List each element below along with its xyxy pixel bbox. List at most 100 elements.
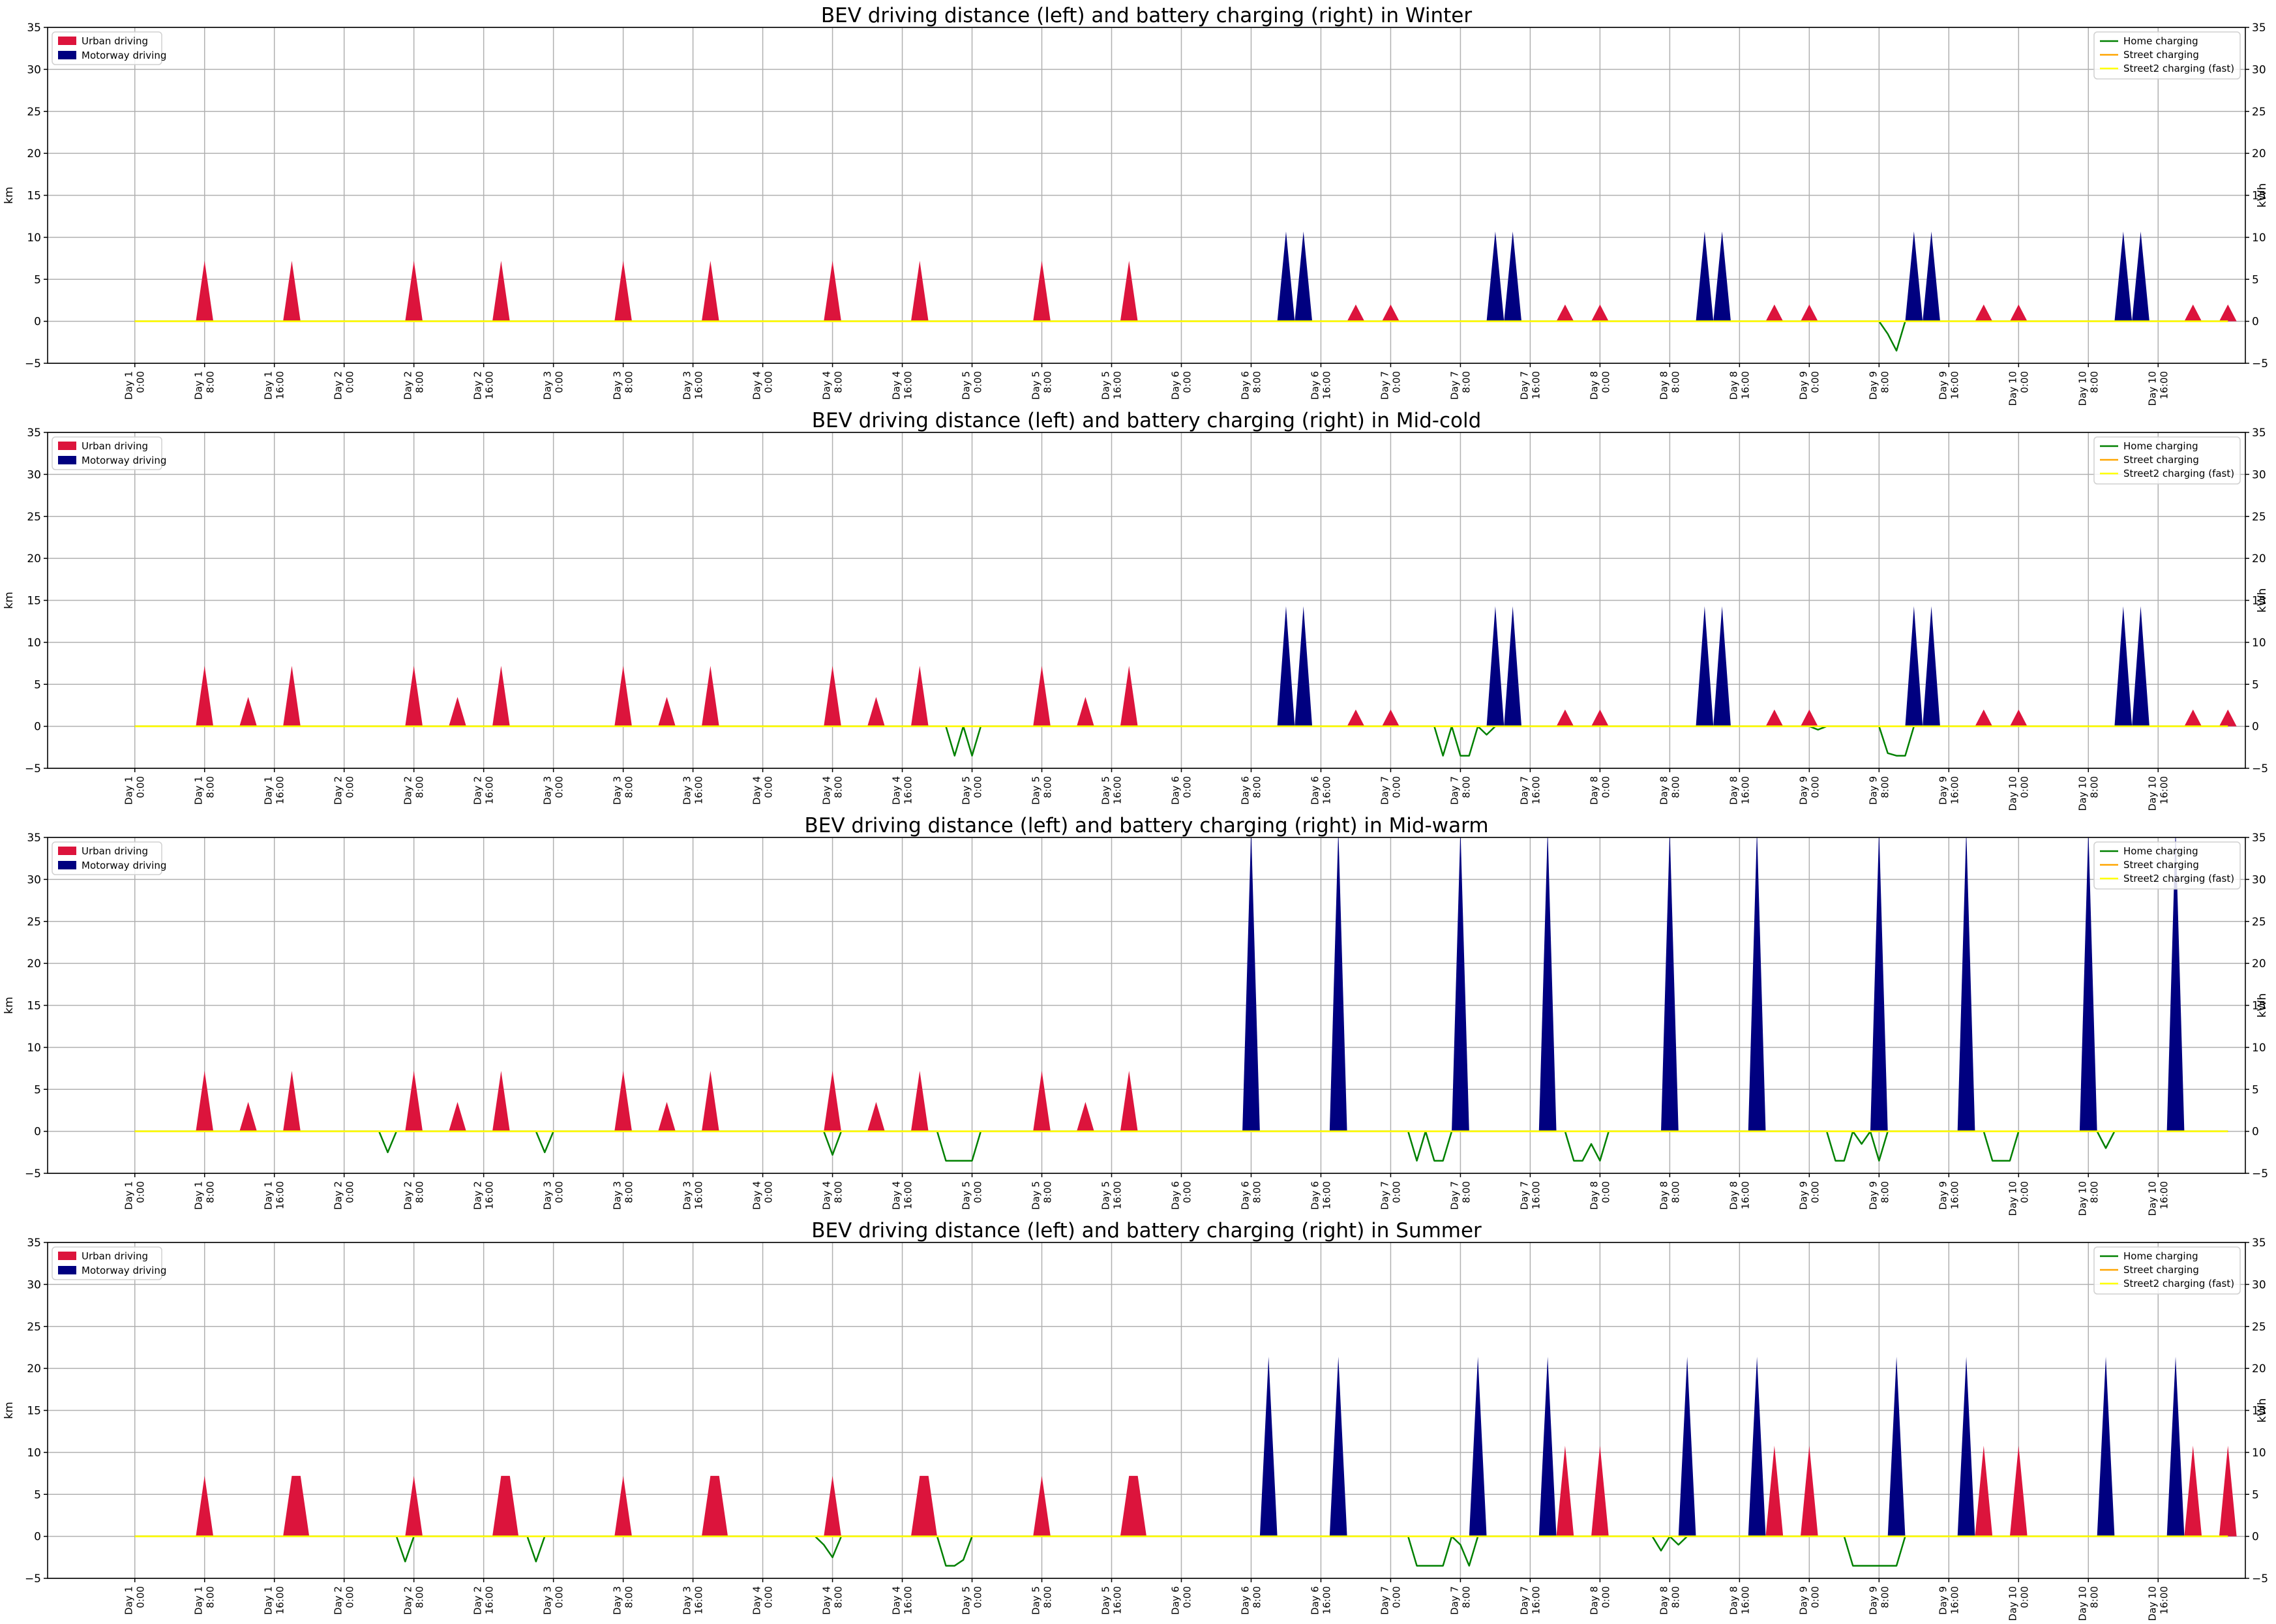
- xtick-time: 16:00: [693, 776, 705, 804]
- ytick-label-left: 0: [34, 721, 41, 734]
- xtick-label: Day 5 8:00: [1030, 1181, 1054, 1210]
- xtick-time: 16:00: [1321, 776, 1332, 804]
- xtick-label: Day 7 16:00: [1518, 776, 1542, 805]
- motorway-driving-peak: [1259, 1357, 1278, 1537]
- urban-driving-peak: [701, 1070, 719, 1132]
- xtick-day: Day 8: [1588, 1586, 1600, 1615]
- ytick-label-right: 10: [2252, 1042, 2266, 1055]
- ytick-label-left: 15: [27, 190, 41, 203]
- ytick-label-left: 10: [27, 1447, 41, 1460]
- xtick-day: Day 9: [1937, 776, 1949, 805]
- y-axis-label-right: kWh: [2256, 183, 2269, 207]
- ytick-label-right: 15: [2252, 190, 2266, 203]
- xtick-label: Day 2 16:00: [472, 1181, 496, 1210]
- xtick-label: Day 1 0:00: [123, 776, 147, 805]
- chart-panel-2: BEV driving distance (left) and battery …: [3, 409, 2269, 811]
- ytick-label-left: 35: [27, 832, 41, 845]
- xtick-time: 8:00: [623, 1586, 635, 1608]
- ytick-label-left: 5: [34, 1488, 41, 1501]
- urban-driving-peak: [1765, 709, 1784, 727]
- y-axis-label-left: km: [3, 997, 16, 1014]
- legend-left: Urban driving Motorway driving: [52, 1246, 166, 1280]
- urban-driving-peak: [867, 697, 885, 727]
- urban-driving-peak: [1120, 1475, 1146, 1537]
- urban-driving-peak: [1382, 709, 1400, 727]
- xtick-day: Day 7: [1379, 776, 1390, 805]
- ytick-label-right: 20: [2252, 552, 2266, 565]
- xtick-time: 8:00: [1042, 776, 1054, 798]
- xtick-label: Day 7 8:00: [1448, 776, 1472, 805]
- xtick-time: 0:00: [1390, 776, 1402, 798]
- xtick-day: Day 4: [891, 776, 903, 805]
- xtick-label: Day 8 8:00: [1658, 776, 1681, 805]
- urban-driving-peak: [405, 260, 423, 322]
- motorway-driving-peak: [1538, 837, 1557, 1132]
- xtick-day: Day 3: [542, 1181, 554, 1210]
- xtick-time: 8:00: [833, 1181, 845, 1203]
- xtick-label: Day 10 16:00: [2146, 776, 2170, 811]
- ytick-label-right: 0: [2252, 1126, 2259, 1139]
- ytick-label-left: 0: [34, 316, 41, 329]
- urban-driving-peak: [701, 1475, 728, 1537]
- legend-label-street: Street charging: [2123, 1264, 2199, 1276]
- xtick-day: Day 7: [1448, 1586, 1460, 1615]
- legend-label-home: Home charging: [2123, 845, 2198, 857]
- legend-label-street: Street charging: [2123, 49, 2199, 61]
- legend-label-urban: Urban driving: [82, 845, 148, 857]
- xtick-label: Day 9 0:00: [1797, 1181, 1821, 1210]
- xtick-day: Day 10: [2007, 1181, 2018, 1216]
- legend-label-motorway: Motorway driving: [82, 1265, 166, 1276]
- xtick-day: Day 10: [2076, 1586, 2088, 1621]
- xtick-day: Day 6: [1239, 776, 1251, 805]
- xtick-time: 8:00: [205, 371, 217, 393]
- legend-label-urban: Urban driving: [82, 440, 148, 452]
- urban-driving-peak: [824, 1475, 841, 1537]
- xtick-day: Day 3: [542, 371, 554, 400]
- xtick-day: Day 5: [1100, 1181, 1112, 1210]
- xtick-day: Day 2: [402, 776, 414, 805]
- xtick-label: Day 6 0:00: [1169, 371, 1193, 400]
- xtick-time: 8:00: [1042, 371, 1054, 393]
- ytick-label-left: 5: [34, 678, 41, 691]
- urban-driving-peak: [283, 665, 301, 727]
- xtick-time: 8:00: [1460, 371, 1472, 393]
- xtick-day: Day 8: [1588, 371, 1600, 400]
- xtick-time: 8:00: [1460, 1586, 1472, 1608]
- ytick-label-left: −5: [25, 762, 41, 775]
- motorway-driving-peak: [1696, 606, 1714, 727]
- xtick-label: Day 5 16:00: [1100, 1586, 1124, 1615]
- xtick-label: Day 1 16:00: [263, 371, 286, 400]
- xtick-day: Day 7: [1448, 1181, 1460, 1210]
- motorway-driving-peak: [1923, 606, 1940, 727]
- xtick-day: Day 4: [751, 371, 763, 400]
- ytick-label-right: 30: [2252, 63, 2266, 76]
- xtick-time: 0:00: [554, 1181, 565, 1203]
- xtick-time: 0:00: [1809, 776, 1821, 798]
- ytick-label-right: 0: [2252, 316, 2259, 329]
- ytick-label-left: 20: [27, 1362, 41, 1376]
- urban-driving-peak: [910, 260, 929, 322]
- xtick-time: 16:00: [275, 371, 286, 399]
- ytick-label-right: −5: [2252, 1572, 2268, 1586]
- xtick-label: Day 4 8:00: [821, 776, 845, 805]
- xtick-day: Day 8: [1588, 1181, 1600, 1210]
- xtick-day: Day 4: [821, 1181, 833, 1210]
- xtick-day: Day 8: [1728, 1586, 1739, 1615]
- xtick-label: Day 8 16:00: [1728, 776, 1751, 805]
- xtick-day: Day 3: [681, 1586, 693, 1615]
- xtick-time: 16:00: [484, 776, 496, 804]
- xtick-time: 0:00: [135, 776, 147, 798]
- ytick-label-left: 20: [27, 552, 41, 565]
- xtick-label: Day 4 8:00: [821, 1181, 845, 1210]
- legend-swatch-urban: [58, 847, 76, 855]
- ytick-label-left: 25: [27, 511, 41, 524]
- xtick-time: 0:00: [1181, 776, 1193, 798]
- motorway-driving-peak: [1486, 231, 1505, 322]
- xtick-time: 16:00: [1739, 1181, 1751, 1209]
- xtick-time: 16:00: [693, 1586, 705, 1614]
- motorway-driving-peak: [1469, 1357, 1487, 1537]
- xtick-day: Day 10: [2007, 1586, 2018, 1621]
- legend-box: [52, 436, 162, 470]
- ytick-label-right: 10: [2252, 232, 2266, 245]
- xtick-day: Day 5: [1030, 1181, 1042, 1210]
